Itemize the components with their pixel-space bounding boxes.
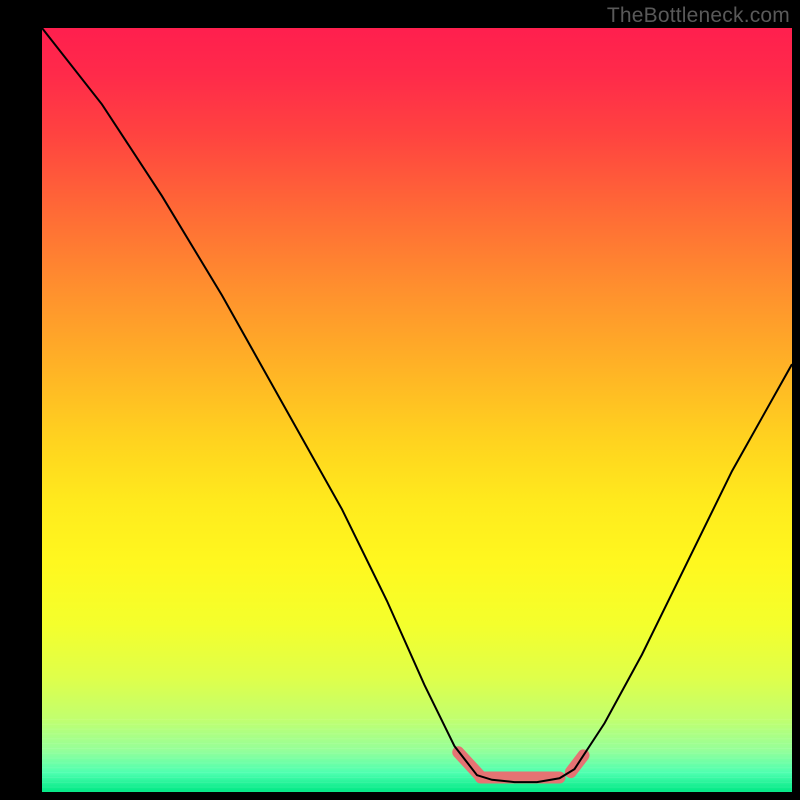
chart-container: TheBottleneck.com — [0, 0, 800, 800]
watermark-label: TheBottleneck.com — [607, 4, 790, 28]
bottleneck-chart-svg — [0, 0, 800, 800]
plot-background — [42, 28, 792, 792]
